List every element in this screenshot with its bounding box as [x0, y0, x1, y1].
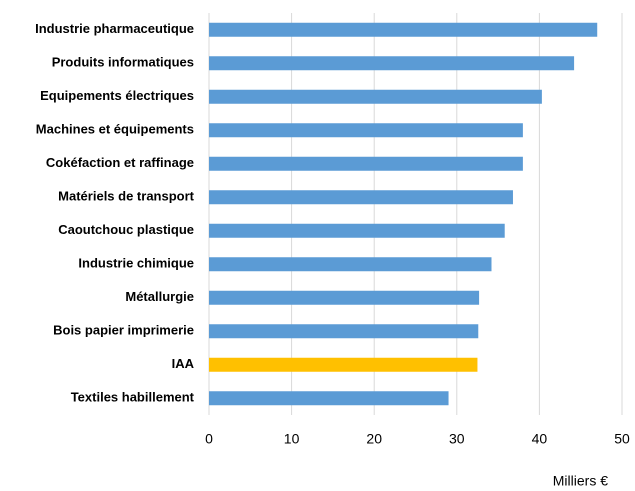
- y-tick-label: Equipements électriques: [40, 88, 194, 103]
- y-tick-label: Caoutchouc plastique: [58, 222, 194, 237]
- bar: [209, 89, 542, 104]
- bar: [209, 324, 479, 339]
- y-tick-label: Textiles habillement: [71, 390, 195, 405]
- y-tick-label: Bois papier imprimerie: [53, 323, 194, 338]
- y-tick-label: Métallurgie: [125, 289, 194, 304]
- x-tick-label: 10: [284, 431, 300, 447]
- y-tick-label: Matériels de transport: [58, 189, 194, 204]
- bar: [209, 223, 505, 238]
- bar: [209, 56, 575, 71]
- y-tick-label: Machines et équipements: [36, 122, 194, 137]
- y-tick-label: IAA: [172, 356, 195, 371]
- x-tick-label: 30: [449, 431, 465, 447]
- bar: [209, 290, 480, 305]
- y-tick-label: Industrie pharmaceutique: [35, 21, 194, 36]
- bar: [209, 156, 523, 171]
- bar: [209, 22, 598, 37]
- x-axis-title: Milliers €: [553, 473, 608, 489]
- x-tick-label: 20: [366, 431, 382, 447]
- bar: [209, 190, 513, 205]
- x-tick-label: 0: [205, 431, 213, 447]
- y-tick-label: Produits informatiques: [52, 55, 194, 70]
- bar: [209, 357, 478, 372]
- bar: [209, 123, 523, 138]
- x-tick-label: 40: [532, 431, 548, 447]
- bar: [209, 391, 449, 406]
- y-tick-label: Industrie chimique: [78, 256, 194, 271]
- y-tick-label: Cokéfaction et raffinage: [46, 155, 194, 170]
- x-tick-label: 50: [614, 431, 630, 447]
- bar: [209, 257, 492, 272]
